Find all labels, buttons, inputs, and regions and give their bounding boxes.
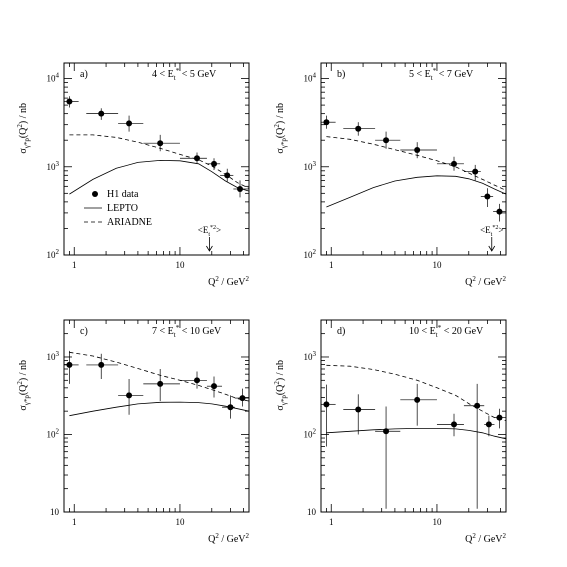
data-point [157, 380, 164, 387]
data-point [66, 98, 73, 105]
mean-et2-arrowhead [206, 245, 213, 252]
y-axis-label: σγ*p(Q2) / nb [273, 360, 288, 411]
data-point [472, 168, 479, 175]
y-axis-label: σγ*p(Q2) / nb [16, 103, 31, 154]
range-label: 4 < Et* < 5 GeV [152, 67, 217, 82]
legend-data-label: H1 data [107, 189, 139, 200]
data-point [414, 146, 421, 153]
data-point [323, 401, 330, 408]
chart-panel-1: 1 10 102 103 104 Q2 / GeV2 σγ*p(Q2) / nb a) 4 < … [16, 62, 250, 288]
legend-ariadne-label: ARIADNE [107, 217, 152, 228]
data-point [227, 404, 234, 411]
data-point [451, 421, 458, 428]
y-axis-label: σγ*p(Q2) / nb [16, 360, 31, 411]
x-axis-label: Q2 / GeV2 [208, 275, 249, 288]
data-point [496, 414, 503, 421]
panel-label: a) [80, 69, 88, 80]
mean-et2-label: <Et*2> [480, 225, 503, 238]
y-tick-label: 102 [304, 248, 317, 260]
y-tick-label: 103 [304, 350, 317, 362]
y-axis-label: σγ*p(Q2) / nb [273, 103, 288, 154]
data-point [237, 185, 244, 192]
x-tick-label: 10 [432, 517, 442, 527]
y-tick-label: 104 [304, 72, 317, 84]
chart-panel-2: 1 10 102 103 104 Q2 / GeV2 σγ*p(Q2) / nb b) 5 < … [273, 62, 507, 288]
x-axis-label: Q2 / GeV2 [465, 532, 506, 545]
series-ariadne-line [326, 136, 507, 191]
data-point [383, 428, 390, 435]
series-ariadne-line [326, 364, 507, 422]
chart-panel-4: 1 10 10 102 103 Q2 / GeV2 σγ*p(Q2) / nb d) 10 < … [273, 319, 507, 545]
legend-lepto-label: LEPTO [107, 203, 138, 214]
series-lepto-line [69, 159, 250, 195]
data-point [66, 361, 73, 368]
mean-et2-arrowhead [488, 245, 496, 252]
x-axis-label: Q2 / GeV2 [465, 275, 506, 288]
data-point [157, 140, 164, 147]
data-point [355, 125, 362, 132]
plot-frame [63, 62, 250, 256]
series-ariadne-line [69, 351, 250, 402]
data-point [414, 396, 421, 403]
chart-panel-3: 1 10 10 102 103 Q2 / GeV2 σγ*p(Q2) / nb c) 7 < E… [16, 319, 250, 545]
y-tick-label: 102 [304, 427, 317, 439]
series-ariadne-line [69, 134, 250, 189]
series-lepto-line [326, 175, 507, 208]
series-lepto-line [326, 428, 507, 440]
data-point [451, 160, 458, 167]
data-point [224, 172, 231, 179]
data-point [355, 406, 362, 413]
x-tick-label: 1 [329, 517, 334, 527]
data-point [485, 421, 492, 428]
x-tick-label: 1 [72, 517, 77, 527]
data-point [211, 160, 218, 167]
data-point [126, 120, 133, 127]
range-label: 7 < Et* < 10 GeV [152, 324, 222, 339]
data-point [496, 208, 503, 215]
data-point [98, 110, 105, 117]
legend: H1 data LEPTO ARIADNE [84, 189, 152, 228]
data-point [194, 377, 201, 384]
y-tick-label: 103 [47, 350, 60, 362]
y-tick-label: 102 [47, 248, 60, 260]
panel-label: c) [80, 326, 88, 337]
y-tick-label: 103 [47, 160, 60, 172]
plot-frame [63, 319, 250, 513]
range-label: 10 < Et* < 20 GeV [409, 324, 484, 339]
x-tick-label: 10 [175, 517, 185, 527]
data-point [484, 193, 491, 200]
series-lepto-line [69, 401, 250, 417]
panel-label: d) [337, 326, 345, 337]
x-tick-label: 1 [329, 260, 334, 270]
data-point [194, 155, 201, 162]
y-tick-label: 10 [307, 507, 317, 517]
legend-data-marker [92, 191, 98, 197]
x-tick-label: 10 [432, 260, 442, 270]
plot-frame [320, 319, 507, 513]
x-axis-label: Q2 / GeV2 [208, 532, 249, 545]
data-point [323, 119, 330, 126]
y-tick-label: 103 [304, 160, 317, 172]
data-point [239, 395, 246, 402]
y-tick-label: 102 [47, 427, 60, 439]
data-point [211, 383, 218, 390]
range-label: 5 < Et* < 7 GeV [409, 67, 474, 82]
y-tick-label: 10 [50, 507, 60, 517]
data-point [474, 402, 481, 409]
x-tick-label: 10 [175, 260, 185, 270]
x-tick-label: 1 [72, 260, 77, 270]
panel-label: b) [337, 69, 345, 80]
plot-frame [320, 62, 507, 256]
y-tick-label: 104 [47, 72, 60, 84]
data-point [383, 137, 390, 144]
data-point [126, 392, 133, 399]
data-point [98, 361, 105, 368]
mean-et2-label: <Et*2> [198, 225, 221, 238]
